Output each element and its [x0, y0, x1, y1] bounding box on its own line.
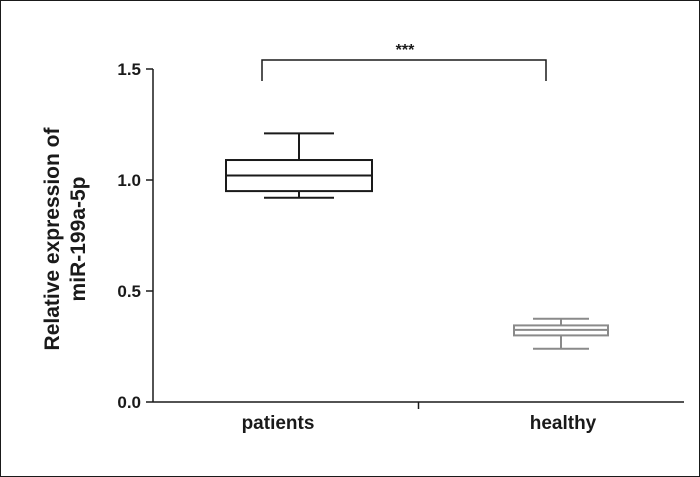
y-tick-label: 1.0 [117, 171, 141, 190]
significance-bracket [261, 59, 547, 81]
y-tick-label: 0.5 [117, 282, 141, 301]
box-patients [225, 132, 373, 199]
x-tick-label: patients [242, 413, 315, 434]
box-healthy [513, 317, 609, 350]
y-axis-label-line-1: Relative expression of [41, 127, 64, 351]
x-tick-label: healthy [530, 413, 597, 434]
y-tick-label: 1.5 [117, 60, 141, 79]
y-axis-label-line-2: miR-199a-5p [67, 177, 90, 302]
significance-label: *** [396, 42, 415, 59]
y-tick-label: 0.0 [117, 393, 141, 412]
